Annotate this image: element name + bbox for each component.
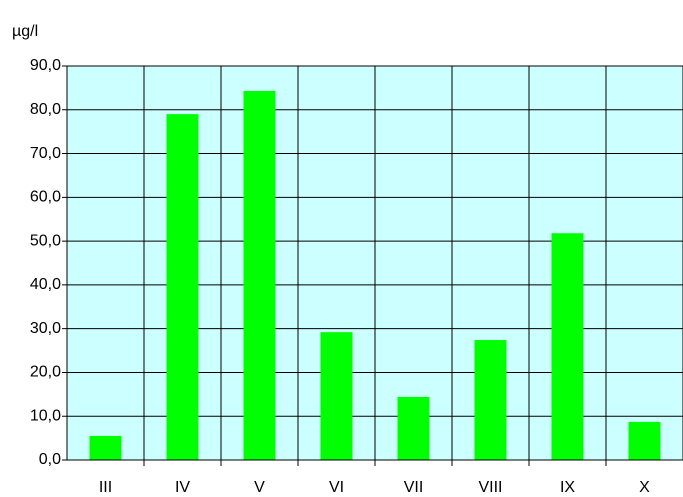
bar [628,421,661,460]
y-tick-label: 80,0 [30,101,61,118]
x-tick-label: IV [175,479,190,496]
bar [551,233,584,460]
x-tick-label: V [254,479,265,496]
x-tick-label: VIII [478,479,502,496]
x-tick-label: IX [560,479,575,496]
y-tick-label: 50,0 [30,232,61,249]
bar [474,340,507,460]
x-tick-label: VII [404,479,424,496]
bar [320,332,353,460]
y-tick-label: 90,0 [30,57,61,74]
bar [166,114,199,461]
y-axis-label: µg/l [12,23,38,40]
y-tick-label: 20,0 [30,364,61,381]
bar [397,396,430,460]
bar [243,90,276,460]
y-tick-label: 70,0 [30,145,61,162]
y-tick-label: 30,0 [30,320,61,337]
y-tick-label: 60,0 [30,189,61,206]
x-tick-label: III [99,479,112,496]
y-tick-label: 40,0 [30,276,61,293]
y-tick-label: 10,0 [30,407,61,424]
y-tick-label: 0,0 [39,451,61,468]
x-tick-label: X [639,479,650,496]
x-tick-label: VI [329,479,344,496]
bar [89,435,122,460]
